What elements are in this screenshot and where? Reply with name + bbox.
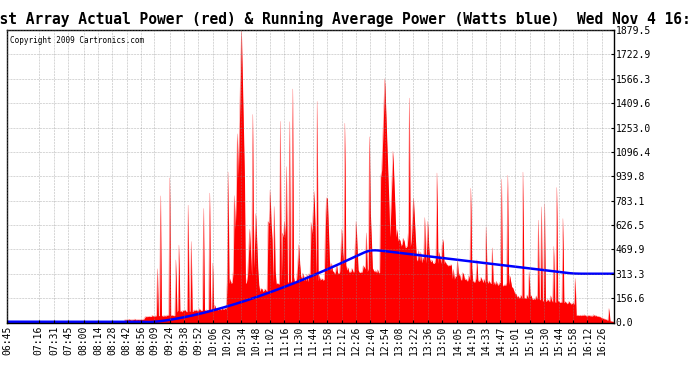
Text: Copyright 2009 Cartronics.com: Copyright 2009 Cartronics.com [10, 36, 144, 45]
Text: West Array Actual Power (red) & Running Average Power (Watts blue)  Wed Nov 4 16: West Array Actual Power (red) & Running … [0, 11, 690, 27]
